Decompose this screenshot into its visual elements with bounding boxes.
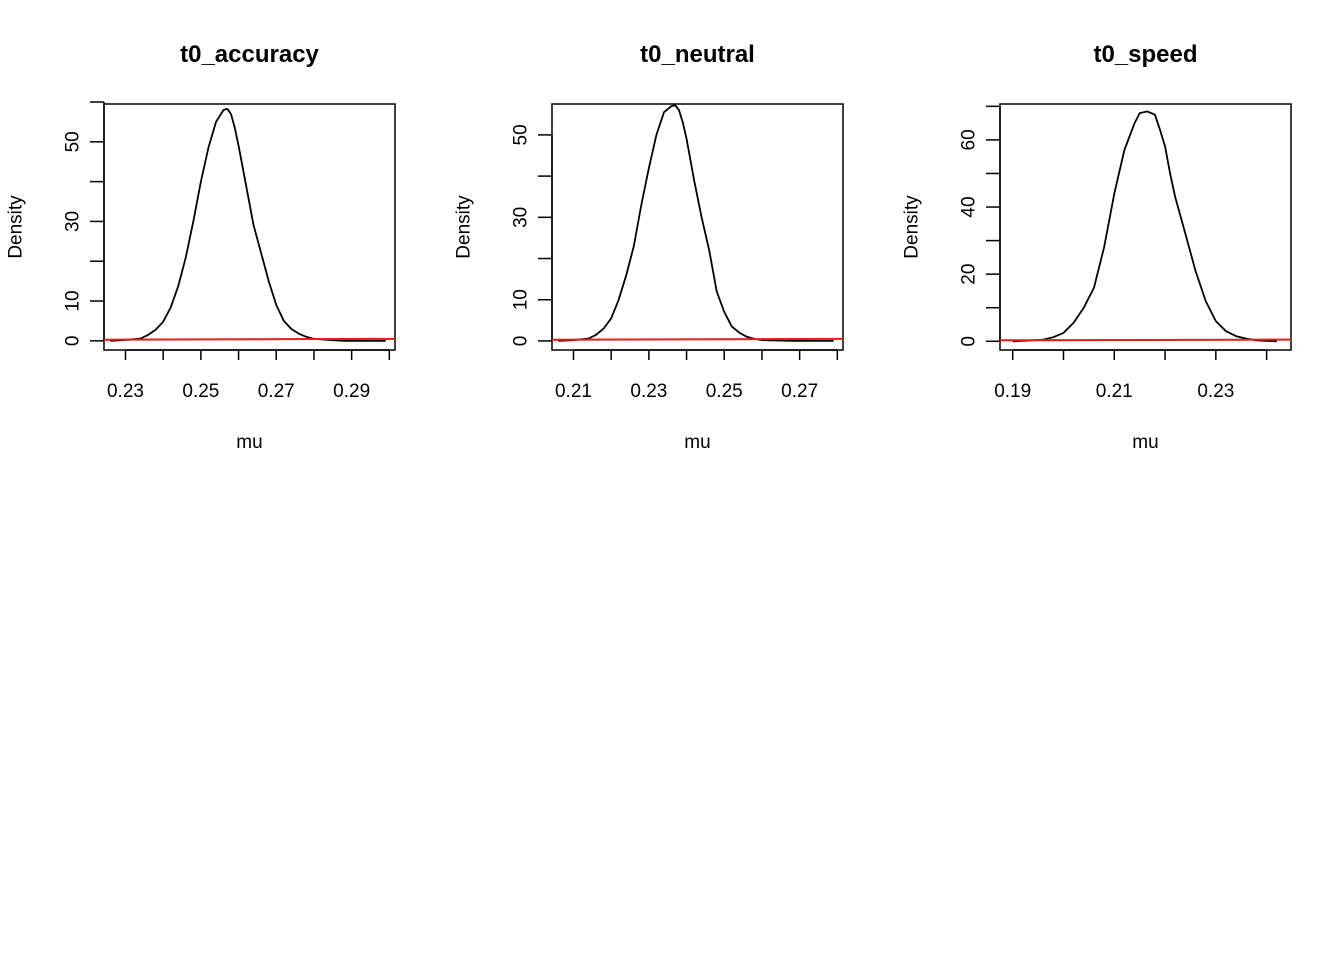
posterior-density-line: [558, 104, 834, 342]
y-tick-label: 20: [959, 264, 980, 285]
plot-frame: [999, 103, 1292, 351]
prior-density-line: [103, 337, 396, 341]
y-tick-label: 0: [511, 336, 532, 347]
y-axis-label: Density: [902, 195, 923, 259]
y-tick-label: 0: [63, 336, 84, 347]
y-tick-label: 60: [959, 129, 980, 150]
y-axis-label: Density: [6, 195, 27, 259]
x-tick-label: 0.21: [555, 381, 592, 402]
prior-density-line: [999, 338, 1292, 342]
x-tick-label: 0.25: [182, 381, 219, 402]
y-tick-label: 10: [63, 290, 84, 311]
x-tick-label: 0.21: [1096, 381, 1133, 402]
y-tick-label: 30: [511, 207, 532, 228]
y-tick-label: 0: [959, 336, 980, 347]
x-tick-label: 0.23: [1197, 381, 1234, 402]
y-tick-label: 50: [63, 131, 84, 152]
y-tick-label: 50: [511, 124, 532, 145]
density-panel-2: t0_neutral 0.21 0.23 0.25 0.27 0 10 30 50 mu Densi…: [454, 41, 844, 453]
x-tick-label: 0.19: [994, 381, 1031, 402]
x-tick-label: 0.25: [706, 381, 743, 402]
chart-title: t0_speed: [1093, 41, 1197, 68]
x-tick-label: 0.27: [781, 381, 818, 402]
density-panel-1: t0_accuracy 0.23 0.25 0.27 0.29 0 10 30 50 mu Dens…: [6, 41, 396, 453]
x-axis-label: mu: [1132, 432, 1158, 453]
y-tick-label: 30: [63, 211, 84, 232]
posterior-density-line: [110, 107, 386, 342]
plot-frame: [103, 103, 396, 351]
chart-title: t0_neutral: [640, 41, 755, 68]
y-tick-label: 40: [959, 196, 980, 217]
x-axis-label: mu: [236, 432, 262, 453]
density-panel-3: t0_speed 0.19 0.21 0.23 0 20 40 60 mu Density: [902, 41, 1292, 453]
y-axis-label: Density: [454, 195, 475, 259]
posterior-density-line: [1012, 110, 1277, 343]
x-tick-label: 0.29: [333, 381, 370, 402]
chart-title: t0_accuracy: [180, 41, 319, 68]
x-tick-label: 0.27: [258, 381, 295, 402]
x-tick-label: 0.23: [107, 381, 144, 402]
y-tick-label: 10: [511, 289, 532, 310]
prior-density-line: [551, 337, 844, 341]
x-tick-label: 0.23: [630, 381, 667, 402]
x-axis-label: mu: [684, 432, 710, 453]
plot-frame: [551, 103, 844, 351]
